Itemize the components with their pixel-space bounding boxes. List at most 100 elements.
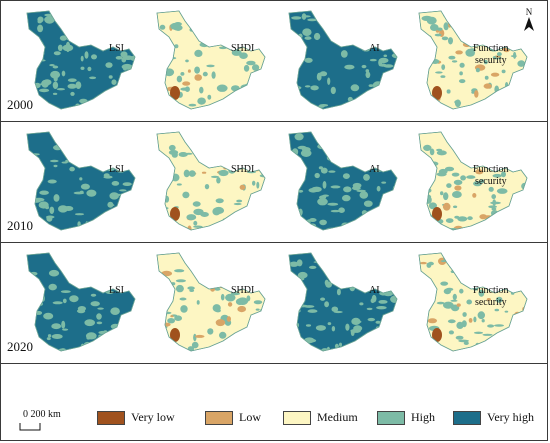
patch [106, 24, 112, 31]
patch [260, 201, 265, 206]
patch [350, 329, 355, 336]
legend: 0 200 km Very low Low Medium High Very h… [1, 365, 547, 441]
patch [357, 32, 369, 37]
patch [182, 191, 190, 199]
patch [454, 185, 462, 191]
patch [320, 140, 329, 147]
map-shape [156, 131, 266, 231]
region-border [156, 131, 266, 231]
patch [219, 331, 227, 339]
patch [167, 56, 177, 60]
patch [193, 225, 203, 228]
patch [79, 177, 83, 181]
patch [46, 337, 51, 341]
patch [85, 260, 89, 267]
patch [338, 139, 345, 146]
patch [221, 229, 229, 230]
patch [159, 205, 166, 209]
patch [215, 319, 226, 327]
patch [473, 181, 482, 187]
patch [359, 37, 369, 45]
patch [251, 195, 263, 199]
legend-label-low: Low [239, 410, 261, 424]
patch [484, 99, 490, 106]
patch [53, 164, 58, 168]
panel-label-ai: AI [369, 285, 380, 296]
patch [37, 24, 44, 33]
patch [478, 289, 485, 297]
patch [322, 194, 329, 197]
patch [30, 185, 39, 189]
patch [384, 254, 392, 261]
patch [59, 35, 67, 41]
patch [62, 298, 67, 304]
patch [296, 182, 301, 185]
patch [381, 222, 386, 229]
patch [310, 85, 319, 91]
patch [58, 205, 68, 213]
patch [473, 146, 478, 154]
region-border [418, 252, 528, 352]
region-border [288, 131, 398, 231]
patch [105, 334, 113, 341]
patch [388, 84, 395, 91]
patch [69, 153, 76, 156]
patch [501, 171, 506, 178]
patch [45, 215, 55, 219]
panel-label-shdi: SHDI [231, 285, 255, 296]
patch [342, 194, 351, 202]
patch [170, 315, 174, 318]
patch [386, 88, 390, 94]
patch [510, 55, 517, 58]
patch [51, 334, 63, 339]
patch [192, 23, 201, 27]
patch [47, 334, 52, 338]
patch [233, 202, 242, 206]
patch [463, 341, 469, 345]
very-low-patch [170, 328, 180, 342]
patch [453, 179, 463, 185]
patch [441, 64, 446, 70]
patch [422, 291, 427, 295]
patch [496, 188, 508, 194]
patch [427, 318, 437, 324]
patch [90, 293, 97, 297]
patch [446, 89, 451, 94]
patch [231, 49, 242, 56]
patch [45, 205, 50, 210]
patch [341, 12, 346, 20]
patch [210, 286, 215, 292]
patch [178, 152, 188, 157]
patch [109, 192, 119, 200]
patch [452, 191, 462, 198]
patch [191, 254, 201, 260]
patch [381, 224, 386, 230]
patch [65, 270, 74, 273]
patch [324, 279, 329, 286]
patch [247, 327, 251, 331]
patch [460, 175, 466, 181]
patch [297, 271, 308, 279]
patch [503, 19, 513, 22]
patch [380, 272, 389, 278]
patch [119, 189, 127, 192]
patch [487, 138, 492, 146]
patch [440, 75, 446, 78]
patch [215, 226, 220, 230]
patch [421, 194, 432, 200]
patch [225, 293, 236, 302]
map-shape [288, 10, 398, 110]
patch [132, 254, 135, 262]
patch [391, 13, 397, 19]
patch [220, 293, 225, 301]
patch [91, 258, 96, 263]
patch [326, 346, 331, 351]
patch [61, 70, 66, 77]
map-shdi-2020: SHDI [151, 249, 287, 359]
patch [447, 319, 456, 324]
patch [304, 85, 311, 88]
row-2000: LSI SHDI AI Function security N 2000 [1, 1, 547, 122]
patch [99, 141, 110, 149]
patch [98, 156, 104, 163]
patch [199, 86, 204, 94]
